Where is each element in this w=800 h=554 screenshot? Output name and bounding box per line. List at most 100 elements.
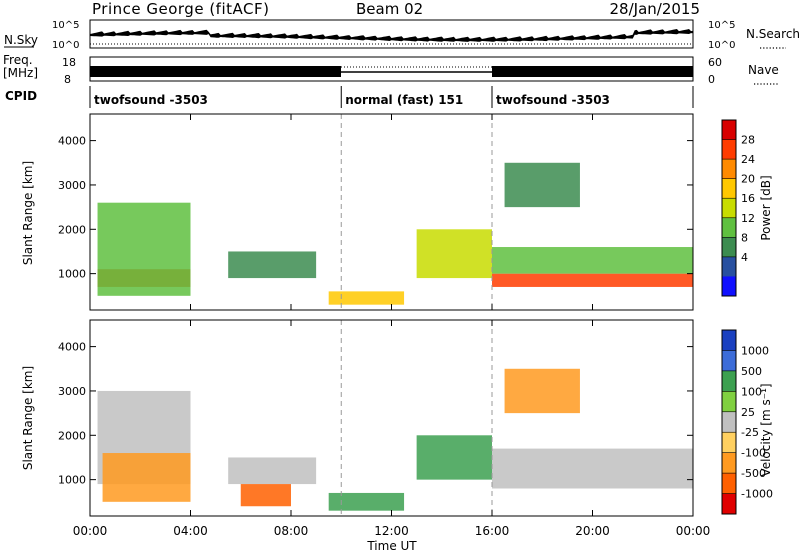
velocity-colorbar-tick-label: -1000 [741, 488, 773, 501]
freq-label-2: [MHz] [3, 66, 38, 80]
velocity-region [492, 448, 693, 489]
nsky-tick-lo: 10^0 [52, 40, 79, 51]
x-tick-label: 12:00 [374, 524, 409, 538]
velocity-region [328, 492, 405, 511]
velocity-colorbar: 1000 500 100 25 -25 -100 -500 -1000 [721, 329, 773, 515]
velocity-region [240, 484, 291, 507]
velocity-colorbar-swatch [722, 473, 736, 495]
power-colorbar-tick-label: 16 [741, 192, 755, 205]
power-colorbar-swatch [722, 120, 736, 141]
velocity-panel: 1000 2000 3000 4000 Slant Range [km] 1000 50… [21, 319, 773, 517]
velocity-colorbar-swatch [722, 411, 736, 433]
nave-tick-lo: 0 [708, 73, 715, 86]
freq-label-1: Freq. [3, 53, 33, 67]
power-colorbar-tick-label: 12 [741, 212, 755, 225]
velocity-colorbar-swatch [722, 350, 736, 372]
nave-label: Nave [748, 63, 779, 77]
velocity-region [102, 453, 191, 502]
power-colorbar-swatch [722, 256, 736, 277]
power-region [504, 162, 580, 208]
velocity-region [228, 457, 317, 485]
power-colorbar-swatch [722, 139, 736, 160]
freq-band-2 [492, 66, 693, 77]
velocity-colorbar-tick-label: 500 [741, 365, 762, 378]
power-colorbar-swatch [722, 217, 736, 238]
freq-tick-lo: 8 [64, 73, 71, 86]
power-colorbar-tick-label: 20 [741, 173, 755, 186]
cpid-strip: CPID twofsound -3503 normal (fast) 151 two… [5, 86, 694, 108]
velocity-colorbar-swatch [722, 391, 736, 413]
nsky-tick-hi: 10^5 [52, 20, 79, 31]
nsky-panel: N.Sky 10^5 10^0 10^5 10^0 N.Search [4, 19, 800, 51]
power-colorbar-swatch [722, 276, 736, 297]
velocity-region [504, 368, 580, 414]
velocity-ylabel: Slant Range [km] [21, 366, 35, 470]
power-colorbar-swatch [722, 198, 736, 219]
station-title: Prince George (fitACF) [92, 0, 269, 18]
velocity-region [416, 435, 492, 480]
freq-band-1 [90, 66, 341, 77]
power-colorbar-swatch [722, 237, 736, 258]
x-axis: 00:00 04:00 08:00 12:00 16:00 20:00 00:00 [73, 114, 711, 538]
velocity-colorbar-swatch [722, 370, 736, 392]
cpid-segment-label: twofsound -3503 [496, 93, 610, 107]
x-tick-label: 04:00 [173, 524, 208, 538]
power-cbar-label: Power [dB] [759, 175, 773, 240]
x-tick-label: 00:00 [676, 524, 711, 538]
power-panel: 1000 2000 3000 4000 Slant Range [km] 28 24 20… [21, 113, 773, 311]
power-colorbar-tick-label: 4 [741, 251, 748, 264]
cpid-label: CPID [5, 89, 37, 103]
x-tick-label: 16:00 [475, 524, 510, 538]
power-region [328, 291, 405, 305]
power-ylabel: Slant Range [km] [21, 161, 35, 265]
freq-tick-hi: 18 [62, 56, 76, 69]
cpid-segment-label: normal (fast) 151 [345, 93, 463, 107]
velocity-colorbar-tick-label: 1000 [741, 344, 769, 357]
power-colorbar: 28 24 20 16 12 8 4 [721, 119, 755, 297]
velocity-ytick-label: 3000 [58, 385, 86, 398]
power-ytick-label: 3000 [58, 179, 86, 192]
date-title: 28/Jan/2015 [610, 0, 701, 18]
velocity-ytick-label: 1000 [58, 474, 86, 487]
power-region [492, 273, 693, 287]
power-colorbar-swatch [722, 159, 736, 180]
power-colorbar-tick-label: 8 [741, 231, 748, 244]
velocity-yticks: 1000 2000 3000 4000 [58, 341, 693, 487]
velocity-colorbar-tick-label: 25 [741, 406, 755, 419]
velocity-colorbar-tick-label: 100 [741, 385, 762, 398]
velocity-ytick-label: 4000 [58, 341, 86, 354]
x-axis-label: Time UT [366, 539, 417, 553]
power-ytick-label: 2000 [58, 223, 86, 236]
velocity-colorbar-swatch [722, 452, 736, 474]
nsearch-label: N.Search [746, 27, 800, 41]
velocity-colorbar-tick-label: -500 [741, 467, 766, 480]
velocity-colorbar-swatch [722, 432, 736, 454]
power-region [228, 251, 317, 279]
x-tick-label: 08:00 [274, 524, 309, 538]
power-yticks: 1000 2000 3000 4000 [58, 135, 693, 281]
power-colorbar-tick-label: 24 [741, 153, 755, 166]
x-tick-label: 20:00 [575, 524, 610, 538]
x-tick-label: 00:00 [73, 524, 108, 538]
nsky-label: N.Sky [4, 33, 38, 47]
power-colorbar-swatch [722, 178, 736, 199]
power-data [97, 114, 693, 310]
power-colorbar-frame [721, 119, 737, 297]
velocity-colorbar-tick-label: -100 [741, 447, 766, 460]
power-ytick-label: 4000 [58, 135, 86, 148]
velocity-colorbar-frame [721, 329, 737, 515]
beam-title: Beam 02 [356, 0, 423, 18]
cpid-segment-label: twofsound -3503 [94, 93, 208, 107]
power-region [416, 229, 492, 279]
power-region [492, 247, 693, 274]
velocity-cbar-label: Velocity [m s⁻¹] [759, 383, 773, 476]
power-ytick-label: 1000 [58, 268, 86, 281]
velocity-colorbar-swatch [722, 330, 736, 351]
power-region [97, 202, 191, 296]
freq-panel: Freq. [MHz] 18 8 60 0 Nave [3, 53, 779, 86]
nsky-trace [90, 29, 693, 42]
velocity-data [97, 320, 693, 516]
nsearch-tick-hi: 10^5 [708, 20, 735, 31]
velocity-colorbar-swatch [722, 493, 736, 515]
